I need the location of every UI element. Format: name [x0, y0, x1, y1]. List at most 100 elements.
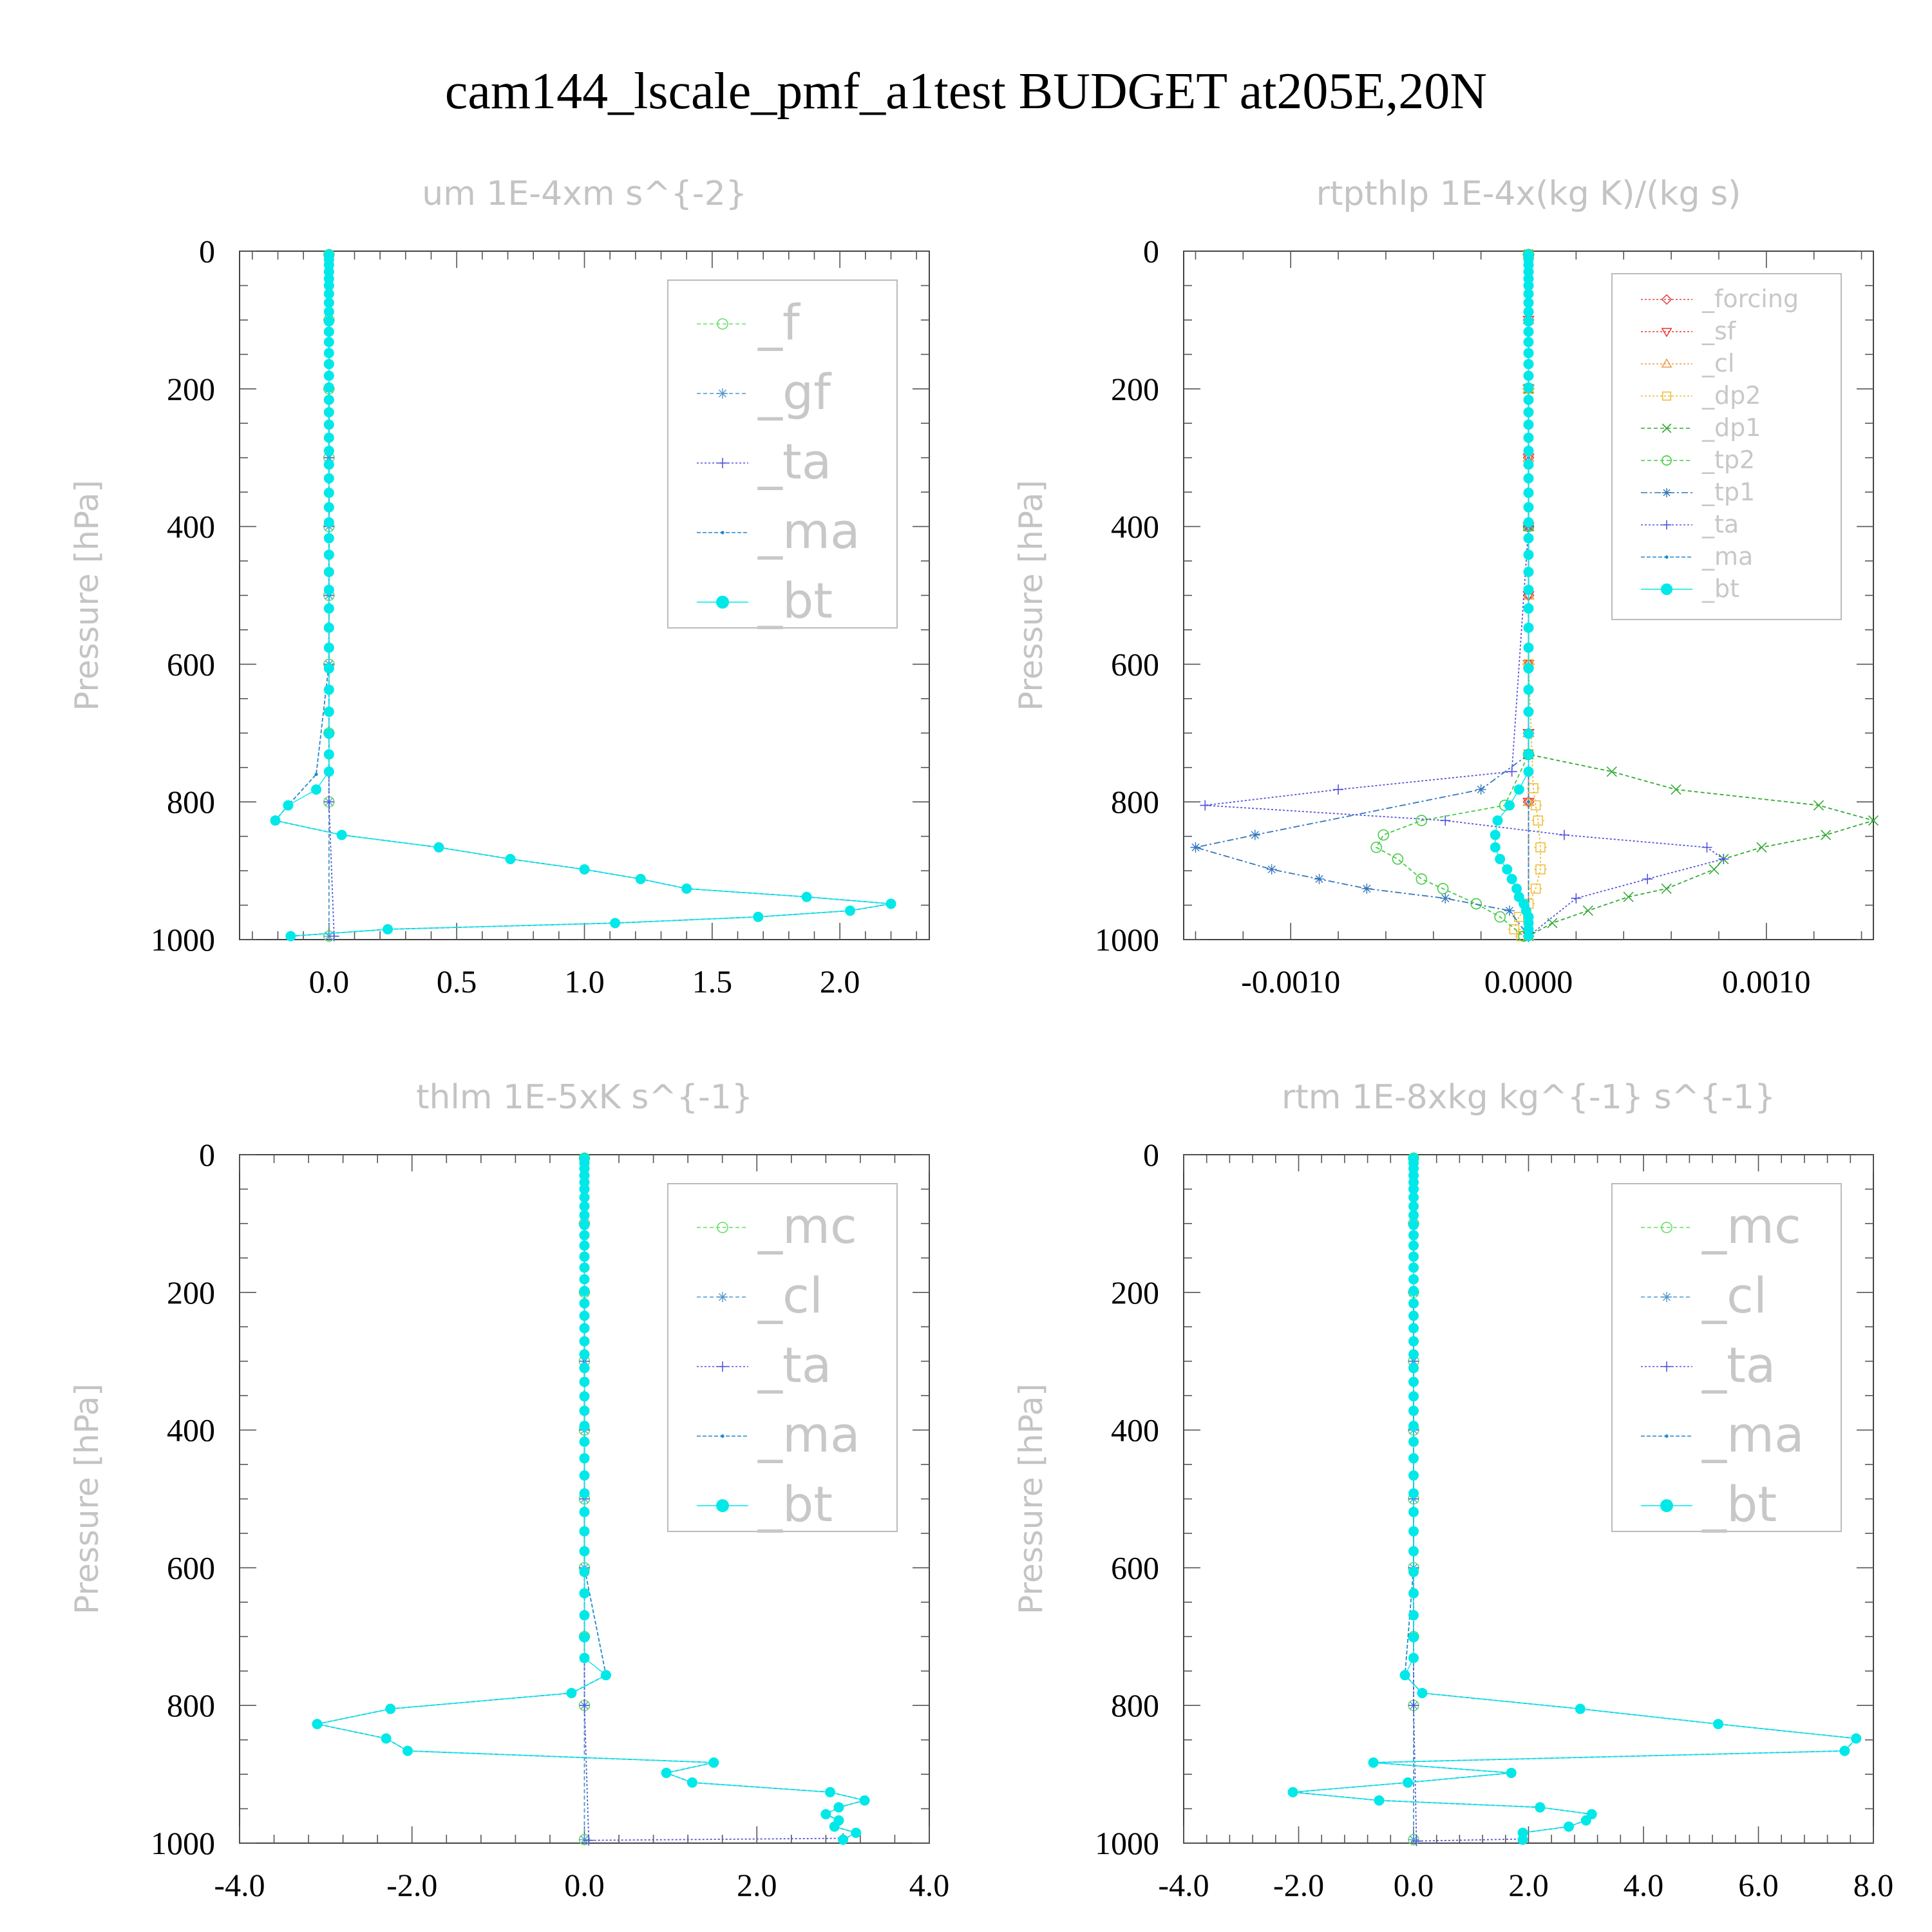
data-point — [566, 1687, 577, 1698]
data-point — [579, 1323, 590, 1334]
data-point — [1399, 1670, 1410, 1681]
data-point — [1408, 1421, 1419, 1432]
seriesta — [1408, 1153, 1528, 1846]
data-point — [323, 394, 334, 405]
data-point — [579, 1251, 590, 1262]
data-point — [323, 298, 334, 308]
data-point — [825, 1786, 836, 1797]
y-tick-label: 1000 — [1095, 1825, 1159, 1861]
legend-label: _sf — [1701, 317, 1737, 345]
data-point — [1718, 853, 1729, 864]
legend-label: _cl — [1701, 349, 1734, 377]
y-tick-label: 1000 — [151, 922, 215, 958]
data-point — [383, 923, 393, 934]
data-point — [1523, 684, 1534, 695]
data-point — [1523, 370, 1534, 381]
data-point — [323, 706, 334, 717]
y-tick-label: 400 — [1111, 1412, 1159, 1448]
data-point — [635, 873, 646, 884]
data-point — [1408, 1587, 1419, 1598]
data-point — [579, 1506, 590, 1517]
data-point — [1523, 459, 1534, 470]
data-point — [583, 1835, 594, 1846]
data-point — [801, 891, 812, 902]
legend-label: _ta — [757, 1336, 831, 1394]
data-point — [833, 1802, 844, 1813]
data-point — [505, 853, 516, 864]
data-point — [579, 1192, 590, 1203]
y-tick-label: 1000 — [151, 1825, 215, 1861]
legend: _mc _cl _ta _ma _bt — [1611, 1183, 1842, 1533]
series-line — [1375, 254, 1530, 937]
x-tick-label: 4.0 — [1624, 1867, 1664, 1903]
data-point — [1813, 800, 1824, 811]
legend-label: _ta — [757, 433, 831, 490]
data-point — [323, 432, 334, 443]
data-point — [323, 642, 334, 653]
legend-label: _ma — [1701, 1406, 1804, 1463]
data-point — [1523, 432, 1534, 443]
legend-marker — [1662, 455, 1672, 466]
data-point — [1403, 1777, 1414, 1788]
y-axis-label: Pressure [hPa] — [68, 480, 106, 711]
data-point — [845, 905, 856, 916]
legend-label: _gf — [757, 363, 832, 421]
data-point — [1642, 873, 1653, 884]
data-point — [1408, 1436, 1419, 1447]
figure-title: cam144_lscale_pmf_a1test BUDGET at205E,2… — [445, 63, 1487, 120]
data-point — [323, 307, 334, 317]
x-tick-label: 0.0000 — [1484, 963, 1573, 999]
data-point — [1502, 864, 1513, 875]
data-point — [1408, 1470, 1419, 1481]
data-point — [579, 1220, 590, 1231]
x-tick-label: -2.0 — [1273, 1867, 1324, 1903]
series-line — [1205, 254, 1725, 937]
data-point — [579, 1421, 590, 1432]
data-point — [1408, 1834, 1419, 1845]
data-point — [1868, 815, 1879, 826]
legend-label: _ma — [757, 1406, 860, 1463]
data-point — [681, 883, 692, 894]
seriesbt — [270, 249, 896, 942]
data-point — [1558, 829, 1569, 840]
data-point — [1506, 873, 1517, 884]
data-point — [579, 1488, 590, 1499]
legend-marker — [717, 1361, 728, 1372]
legend-marker — [717, 1222, 728, 1233]
ticks — [1183, 1154, 1874, 1844]
panel-title: rtm 1E-8xkg kg^{-1} s^{-1} — [1282, 1078, 1776, 1117]
y-tick-label: 1000 — [1095, 922, 1159, 958]
x-tick-label: 4.0 — [909, 1867, 950, 1903]
data-point — [1368, 1757, 1379, 1768]
ticks — [1184, 251, 1873, 940]
legend-label: _dp1 — [1701, 413, 1761, 442]
data-point — [1523, 337, 1534, 348]
data-point — [1408, 1391, 1419, 1402]
data-point — [381, 1733, 392, 1744]
x-tick-label: -0.0010 — [1241, 963, 1340, 999]
y-tick-label: 800 — [167, 1687, 215, 1723]
data-point — [1523, 382, 1534, 393]
y-axis-label: Pressure [hPa] — [1012, 480, 1050, 711]
data-point — [1523, 488, 1534, 498]
data-point — [323, 728, 334, 739]
data-point — [1523, 394, 1534, 405]
x-tick-label: 0.5 — [437, 963, 477, 999]
data-point — [1523, 289, 1534, 299]
legend-label: _f — [757, 294, 801, 351]
legend-label: _cl — [1701, 1267, 1767, 1324]
x-tick-label: 1.5 — [692, 963, 733, 999]
data-point — [610, 918, 621, 929]
data-point — [579, 1436, 590, 1447]
data-point — [1523, 584, 1534, 595]
x-tick-label: 8.0 — [1853, 1867, 1894, 1903]
x-tick-label: 0.0 — [1394, 1867, 1434, 1903]
legend-label: _mc — [1701, 1197, 1801, 1255]
data-point — [661, 1767, 672, 1778]
data-point — [1408, 1405, 1419, 1416]
legend-box — [667, 1183, 898, 1532]
data-point — [1523, 642, 1534, 653]
data-point — [312, 1719, 323, 1730]
ticks — [240, 251, 929, 940]
